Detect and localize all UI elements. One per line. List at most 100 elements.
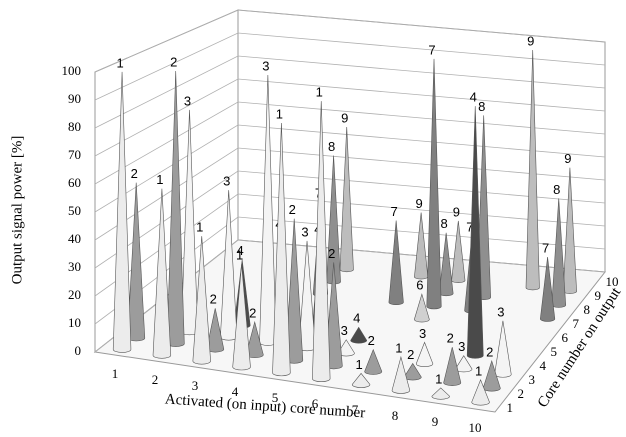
cone-label: 3 bbox=[184, 93, 191, 108]
x-tick-label: 7 bbox=[352, 402, 359, 417]
x-tick-label: 10 bbox=[469, 420, 482, 435]
cone-label: 2 bbox=[249, 305, 256, 320]
cone-label: 1 bbox=[196, 220, 203, 235]
y-tick-label: 30 bbox=[68, 259, 81, 274]
y-tick-label: 70 bbox=[68, 147, 81, 162]
cone-label: 1 bbox=[355, 357, 362, 372]
cone-label: 1 bbox=[236, 248, 243, 263]
x-tick-label: 2 bbox=[152, 372, 159, 387]
cone-label: 3 bbox=[419, 326, 426, 341]
cone-label: 3 bbox=[497, 304, 504, 319]
cone-label: 2 bbox=[210, 292, 217, 307]
grid-line bbox=[94, 9, 606, 73]
x-tick-label: 5 bbox=[272, 390, 279, 405]
z-tick-label: 8 bbox=[584, 302, 591, 317]
grid-line bbox=[94, 55, 606, 129]
cone-label: 2 bbox=[486, 344, 493, 359]
z-tick-label: 4 bbox=[540, 358, 547, 373]
cone-label: 3 bbox=[301, 224, 308, 239]
y-tick-label: 80 bbox=[68, 119, 81, 134]
cone-label: 4 bbox=[237, 243, 244, 258]
cone bbox=[415, 341, 434, 367]
cone bbox=[272, 123, 291, 377]
z-tick-label: 2 bbox=[518, 386, 525, 401]
grid-line bbox=[94, 32, 606, 101]
z-tick-label: 6 bbox=[562, 330, 569, 345]
cone-label: 2 bbox=[289, 202, 296, 217]
cone-label: 2 bbox=[447, 331, 454, 346]
cone-label: 3 bbox=[458, 339, 465, 354]
y-tick-label: 50 bbox=[68, 203, 81, 218]
cone-label: 9 bbox=[453, 204, 460, 219]
z-tick-label: 9 bbox=[595, 288, 602, 303]
y-tick-label: 0 bbox=[75, 343, 82, 358]
x-tick-label: 9 bbox=[432, 414, 439, 429]
y-axis-title: Output signal power [%] bbox=[9, 136, 25, 285]
y-tick-label: 100 bbox=[62, 63, 82, 78]
cone-label: 1 bbox=[116, 55, 123, 70]
x-tick-label: 1 bbox=[112, 366, 119, 381]
cone bbox=[112, 71, 132, 353]
z-tick-label: 10 bbox=[606, 274, 619, 289]
z-tick-label: 1 bbox=[507, 400, 514, 415]
x-axis-title: Activated (on input) core number bbox=[164, 391, 365, 421]
x-tick-label: 8 bbox=[392, 408, 399, 423]
y-tick-label: 40 bbox=[68, 231, 81, 246]
cone-label: 4 bbox=[353, 311, 360, 326]
cone-label: 1 bbox=[395, 340, 402, 355]
cone-label: 1 bbox=[475, 363, 482, 378]
cone-label: 7 bbox=[428, 42, 435, 57]
cone bbox=[525, 50, 540, 291]
cone bbox=[414, 293, 430, 323]
z-tick-label: 7 bbox=[573, 316, 580, 331]
cone-label: 6 bbox=[416, 278, 423, 293]
cone-label: 2 bbox=[368, 333, 375, 348]
y-tick-label: 10 bbox=[68, 315, 81, 330]
cone bbox=[192, 236, 211, 365]
cone bbox=[350, 326, 368, 344]
cone-label: 2 bbox=[328, 246, 335, 261]
cone-label: 1 bbox=[156, 172, 163, 187]
cone-label: 7 bbox=[466, 220, 473, 235]
cone-label: 8 bbox=[478, 99, 485, 114]
cone bbox=[443, 347, 462, 386]
cone bbox=[152, 188, 172, 359]
cone bbox=[391, 355, 411, 394]
cone-label: 3 bbox=[341, 323, 348, 338]
cone-label: 1 bbox=[435, 371, 442, 386]
cone bbox=[431, 387, 450, 400]
cone-label: 2 bbox=[131, 166, 138, 181]
cone bbox=[540, 257, 556, 322]
x-tick-label: 6 bbox=[312, 396, 319, 411]
cone-label: 9 bbox=[341, 110, 348, 125]
y-tick-label: 90 bbox=[68, 91, 81, 106]
grid-line bbox=[94, 78, 606, 157]
cone bbox=[364, 348, 383, 375]
cone bbox=[451, 220, 466, 283]
cone-label: 3 bbox=[262, 58, 269, 73]
cone-label: 3 bbox=[223, 174, 230, 189]
cone bbox=[232, 264, 251, 371]
cone-label: 1 bbox=[316, 85, 323, 100]
cone-label: 8 bbox=[553, 182, 560, 197]
cone-label: 1 bbox=[276, 106, 283, 121]
z-tick-label: 3 bbox=[529, 372, 536, 387]
cone-label: 9 bbox=[564, 151, 571, 166]
z-tick-label: 5 bbox=[551, 344, 558, 359]
cone bbox=[351, 372, 371, 388]
cone-label: 7 bbox=[391, 204, 398, 219]
cone bbox=[312, 101, 331, 383]
x-tick-label: 3 bbox=[192, 378, 199, 393]
cone-label: 7 bbox=[542, 240, 549, 255]
y-tick-label: 60 bbox=[68, 175, 81, 190]
cone-label: 8 bbox=[441, 216, 448, 231]
cone-label: 4 bbox=[470, 90, 477, 105]
cone-label: 2 bbox=[407, 347, 414, 362]
cone-label: 9 bbox=[527, 34, 534, 49]
cone bbox=[466, 106, 484, 359]
grid-line bbox=[94, 101, 606, 185]
cone bbox=[339, 126, 354, 273]
cone-label: 8 bbox=[328, 139, 335, 154]
x-tick-label: 4 bbox=[232, 384, 239, 399]
